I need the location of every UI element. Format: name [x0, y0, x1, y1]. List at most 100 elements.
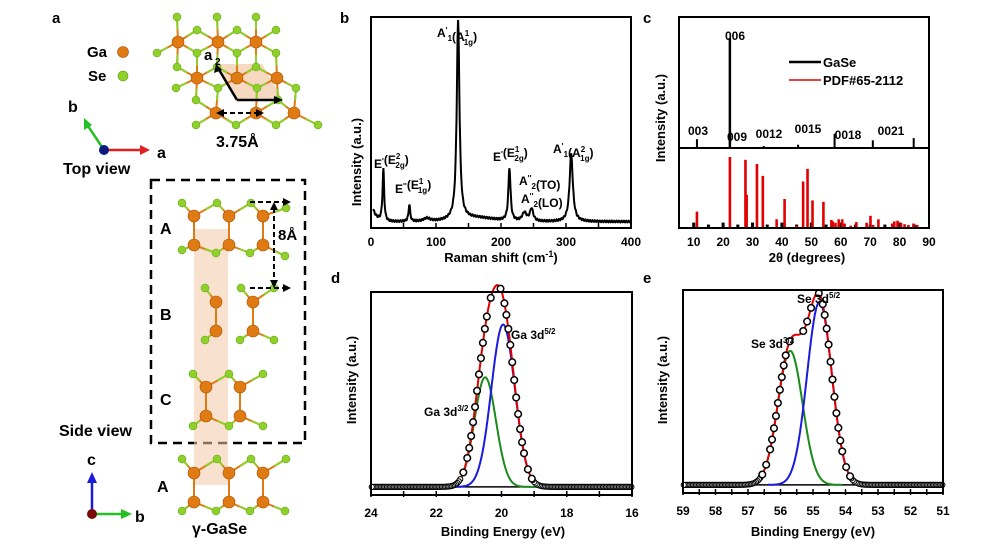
data-point-marker: [516, 425, 525, 434]
pdf-reference-bar: [830, 220, 833, 227]
x-axis-label: 2θ (degrees): [769, 250, 845, 265]
axis-c-label: c: [87, 452, 96, 469]
x-tick-label: 20: [716, 235, 730, 249]
data-point-marker: [779, 361, 788, 370]
arrowhead-icon: [121, 509, 132, 519]
data-point-marker: [478, 338, 487, 347]
data-point-marker: [518, 438, 527, 447]
se-atom-icon: [252, 83, 262, 93]
panel-label-c: c: [643, 10, 651, 27]
se-atom-icon: [177, 506, 187, 516]
xrd-plot-area: 003 006 009 0012 0015 0018 0021 10 20 30 40 50 60 70 8…: [679, 29, 936, 249]
data-point-marker: [486, 293, 495, 302]
peak-label-text: Ga 3d: [424, 405, 457, 419]
pdf-reference-bar: [728, 157, 732, 227]
arrowhead-icon: [256, 109, 264, 117]
ga-atom-icon: [222, 495, 236, 509]
mode-subscript: 1g: [464, 38, 473, 47]
legend-label-se: Se: [88, 68, 106, 85]
ga-atom-icon: [246, 295, 260, 309]
panel-a-crystal-structure: a Ga Se a 2 3.75Å b a: [52, 10, 323, 538]
data-point-marker: [828, 375, 837, 384]
pdf-reference-bar: [892, 221, 896, 227]
raman-spectrum-line: [372, 19, 632, 224]
arrowhead-icon: [270, 202, 278, 210]
data-point-marker: [502, 310, 511, 319]
se-atom-icon: [191, 95, 201, 105]
mode-prime: ': [446, 26, 448, 35]
mode-superscript: 1: [515, 145, 520, 154]
data-point-marker: [506, 340, 515, 349]
ga-atom-icon: [287, 106, 301, 120]
data-point-marker: [474, 370, 484, 379]
se-atom-icon: [117, 70, 129, 82]
se-atom-icon: [224, 369, 234, 379]
top-view-annotations: a 2 3.75Å: [204, 47, 283, 151]
x-tick-label: 90: [922, 235, 936, 249]
se-atom-icon: [177, 198, 187, 208]
se-atom-icon: [200, 335, 210, 345]
ga-atom-icon: [187, 466, 201, 480]
mode-subscript: 1: [448, 34, 453, 43]
x-axis-label: Binding Energy (eV): [441, 524, 565, 539]
top-view-caption: Top view: [63, 161, 131, 178]
side-view-annotations: 8Å A B C A Side view γ-GaSe: [59, 198, 297, 538]
data-point-marker: [508, 358, 517, 367]
data-point-marker: [773, 398, 782, 408]
arrowhead-icon: [140, 145, 150, 155]
fit-component-3-2: [738, 349, 843, 486]
se-atom-icon: [235, 335, 245, 345]
se-atom-icon: [171, 83, 181, 93]
se-atom-icon: [224, 421, 234, 431]
se-atom-icon: [280, 251, 290, 261]
lattice-constant-value: 3.75Å: [216, 132, 259, 151]
mode-symbol: E: [374, 157, 382, 171]
mode-subscript: 2g: [514, 154, 523, 163]
se-atom-icon: [245, 248, 255, 258]
xrd-legend: GaSe PDF#65-2112: [789, 55, 903, 88]
data-point-marker: [476, 354, 485, 363]
mode-symbol: A: [519, 174, 528, 188]
pdf-reference-bar: [761, 175, 765, 227]
ga-atom-icon: [209, 295, 223, 309]
ga-atom-icon: [249, 35, 263, 49]
mode-subscript: 1g: [580, 154, 589, 163]
data-point-marker: [768, 435, 777, 444]
fit-envelope-line: [433, 284, 556, 488]
mode-paren-close: ): [524, 146, 528, 160]
reference-tick-bar: [824, 224, 828, 227]
panel-c-xrd: c Intensity (a.u.) 2θ (degrees) 00300600…: [643, 10, 936, 265]
x-tick-label: 57: [741, 504, 755, 518]
side-view-caption: Side view: [59, 423, 132, 440]
data-point-marker: [504, 324, 513, 333]
side-view-axes: c b: [87, 452, 145, 526]
pdf-reference-bar: [811, 200, 814, 227]
mode-prime: '': [403, 182, 407, 191]
mode-symbol: E: [493, 150, 501, 164]
atom-legend: Ga Se: [87, 44, 129, 85]
panel-label-e: e: [643, 270, 651, 287]
reference-tick-bar: [706, 224, 710, 227]
se-atom-icon: [232, 25, 242, 35]
x-tick-label: 18: [560, 506, 574, 520]
ga-atom-icon: [190, 71, 204, 85]
pdf-reference-bar: [745, 194, 748, 227]
mode-subscript: 2: [531, 182, 536, 191]
data-point-marker: [471, 402, 480, 412]
x-tick-label: 80: [893, 235, 907, 249]
arrowhead-icon: [84, 118, 92, 130]
x-axis-label-exponent: -1: [545, 249, 553, 259]
arrowhead-icon: [274, 96, 283, 104]
ga-atom-icon: [256, 495, 270, 509]
x-tick-label: 70: [863, 235, 877, 249]
panel-b-raman: b Intensity (a.u.) Raman shift (cm-1) 0 1…: [340, 10, 641, 265]
data-point-marker: [834, 423, 843, 432]
xps-se-frame: [682, 289, 944, 494]
ga-atom-icon: [256, 466, 270, 480]
miller-index-label: 009: [727, 130, 747, 144]
reference-tick-bar: [751, 222, 755, 227]
peak-label: Ga 3d5/2: [511, 327, 556, 342]
layer-a-repeat: [177, 454, 291, 516]
se-atom-icon: [188, 369, 198, 379]
